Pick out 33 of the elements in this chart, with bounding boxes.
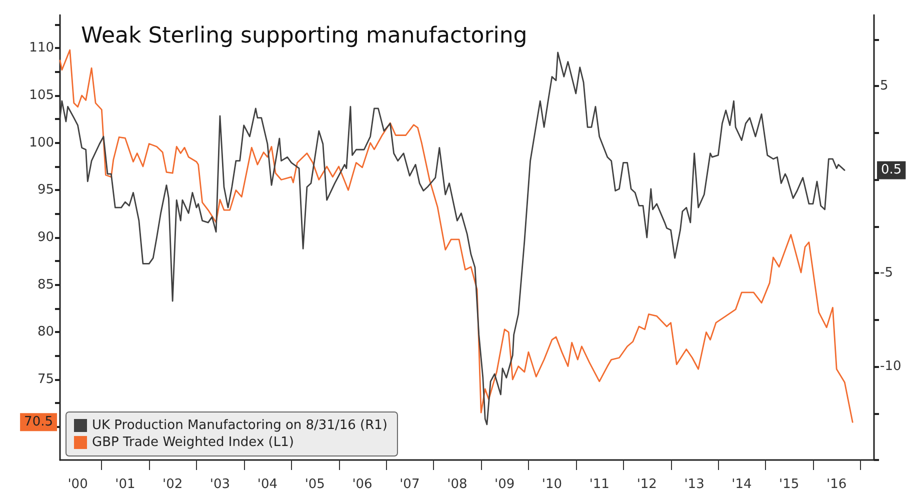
x-tick-label: '08 xyxy=(447,477,468,492)
x-tick-label: '04 xyxy=(257,477,278,492)
y-tick-label: 80 xyxy=(37,324,54,340)
x-tick-label: '11 xyxy=(589,477,610,492)
y-tick-label: 95 xyxy=(37,182,54,198)
text: 70.5 xyxy=(24,414,53,430)
x-tick-label: '13 xyxy=(684,477,704,492)
x-tick-label: '06 xyxy=(352,477,372,492)
x-tick-label: '16 xyxy=(826,477,847,492)
text: 0.5 xyxy=(881,162,902,178)
y-tick-label: 85 xyxy=(37,277,54,292)
x-tick-label: '03 xyxy=(210,477,230,492)
x-tick-label: '02 xyxy=(162,477,183,492)
y-tick-label: 75 xyxy=(37,372,54,388)
x-tick-label: '00 xyxy=(68,477,88,492)
y2-tick-label: 5 xyxy=(880,78,888,94)
y-tick-label: 90 xyxy=(37,230,54,245)
chart-title: Weak Sterling supporting manufactoring xyxy=(81,24,528,48)
x-tick-label: '10 xyxy=(542,477,562,492)
x-tick-label: '07 xyxy=(400,477,420,492)
y-tick-label: 105 xyxy=(29,88,54,103)
y-tick-label: 110 xyxy=(29,40,54,56)
y2-tick-label: -5 xyxy=(880,266,893,281)
y-tick-label: 100 xyxy=(29,135,54,150)
x-tick-label: '12 xyxy=(636,477,657,492)
x-tick-label: '09 xyxy=(494,477,515,492)
x-tick-label: '01 xyxy=(115,477,136,492)
legend-label: GBP Trade Weighted Index (L1) xyxy=(92,435,294,450)
x-tick-label: '15 xyxy=(779,477,800,492)
legend-label: UK Production Manufactoring on 8/31/16 (R1) xyxy=(92,418,388,433)
x-tick-label: '14 xyxy=(732,477,752,492)
y2-tick-label: -10 xyxy=(880,359,902,374)
x-tick-label: '05 xyxy=(304,477,325,492)
